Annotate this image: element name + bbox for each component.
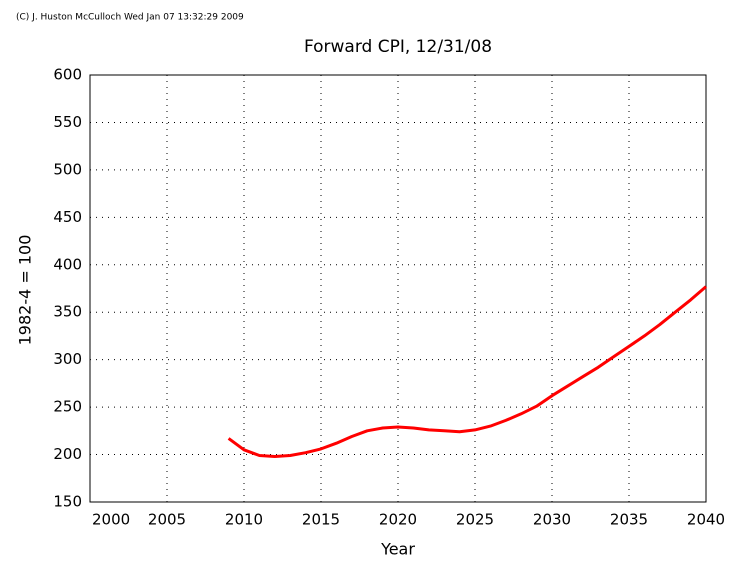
y-axis-label: 1982-4 = 100 [16, 235, 35, 346]
y-tick-label: 200 [53, 445, 82, 463]
y-tick-label: 600 [53, 66, 82, 84]
x-tick-label: 2035 [610, 511, 648, 529]
y-tick-label: 150 [53, 493, 82, 511]
x-tick-label: 2040 [687, 511, 725, 529]
y-tick-label: 300 [53, 350, 82, 368]
x-tick-label: 2005 [148, 511, 186, 529]
x-tick-label: 2025 [456, 511, 494, 529]
credit: (C) J. Huston McCulloch Wed Jan 07 13:32… [16, 13, 244, 23]
plot-frame [89, 74, 707, 503]
x-tick-label: 2010 [225, 511, 263, 529]
y-tick-label: 350 [53, 303, 82, 321]
y-tick-label: 450 [53, 208, 82, 226]
x-tick-label: 2000 [92, 511, 130, 529]
x-tick-label: 2015 [302, 511, 340, 529]
x-axis-label: Year [380, 540, 415, 559]
x-tick-label: 2030 [533, 511, 571, 529]
y-tick-label: 250 [53, 398, 82, 416]
y-tick-label: 400 [53, 255, 82, 273]
y-tick-label: 550 [53, 113, 82, 131]
data-line [227, 285, 707, 458]
y-tick-label: 500 [53, 160, 82, 178]
chart-title: Forward CPI, 12/31/08 [304, 37, 492, 57]
x-tick-label: 2020 [379, 511, 417, 529]
